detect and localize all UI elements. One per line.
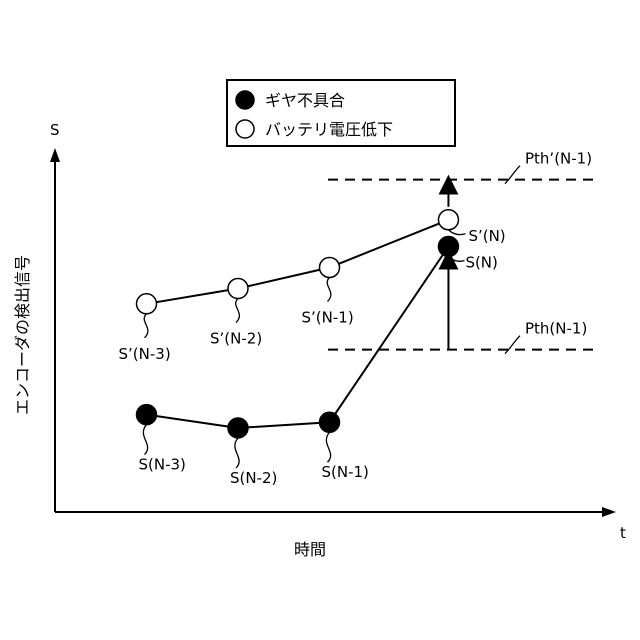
point-label: S’(N-3) [119,345,171,363]
data-point-open [320,258,340,278]
data-point-filled [228,418,248,438]
legend-filled-circle-icon [236,91,254,109]
point-label: S(N-1) [322,463,369,481]
legend-entry-label: バッテリ電圧低下 [265,120,393,139]
data-point-layer [137,210,459,438]
point-leader [448,230,465,235]
x-axis-letter: t [620,524,626,542]
series-line [147,247,449,428]
point-leader [144,314,148,338]
threshold-leader [505,336,520,354]
threshold-label: Pth’(N-1) [525,150,592,168]
data-point-open [137,294,157,314]
point-label: S’(N-2) [210,330,262,348]
point-label: S’(N) [468,227,505,245]
legend: ギヤ不具合 バッテリ電圧低下 [227,80,455,146]
point-leader [326,432,330,462]
point-label: S(N) [465,254,497,272]
y-axis-title: エンコーダの検出信号 [13,255,32,415]
series-line [147,220,449,304]
x-axis-arrow-icon [602,507,616,517]
data-point-filled [137,405,157,425]
point-leader [327,278,331,302]
series-line-layer [147,185,449,428]
point-label: S(N-2) [230,469,277,487]
y-axis-letter: S [50,121,60,139]
point-label: S(N-3) [139,456,186,474]
threshold-leader [505,166,520,184]
point-leader [235,438,239,468]
x-axis-title: 時間 [294,540,326,559]
legend-entry-label: ギヤ不具合 [265,91,345,110]
data-point-filled [320,412,340,432]
data-point-filled [438,237,458,257]
point-label: S’(N-1) [302,309,354,327]
point-leader [143,425,147,455]
data-point-open [228,279,248,299]
data-point-open [438,210,458,230]
legend-open-circle-icon [236,120,254,138]
point-leader [448,257,464,262]
y-axis-arrow-icon [50,148,60,162]
threshold-label: Pth(N-1) [525,320,587,338]
point-label-layer: Pth(N-1) Pth’(N-1) S(N-3) S(N-2) S(N-1) S(N) S… [119,150,593,487]
point-leader [236,299,240,323]
